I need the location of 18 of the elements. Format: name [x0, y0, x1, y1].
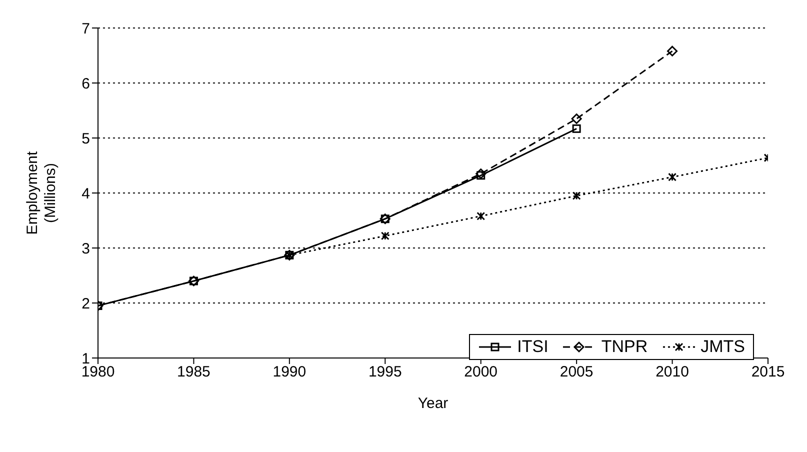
x-tick-label: 2005 [560, 364, 594, 381]
y-tick-label: 3 [82, 240, 90, 258]
x-axis-title: Year [418, 395, 448, 412]
x-tick-label: 2015 [751, 364, 785, 381]
y-axis-title: Employment (Millions) [24, 150, 59, 235]
x-tick-label: 2010 [656, 364, 689, 381]
y-tick-label: 4 [82, 185, 90, 202]
x-tick-label: 2000 [464, 364, 498, 381]
y-tick-label: 7 [82, 20, 90, 38]
y-tick-label: 2 [82, 295, 90, 312]
legend-label: TNPR [601, 337, 648, 357]
x-tick-label: 1995 [368, 364, 402, 381]
y-tick-label: 5 [82, 130, 90, 148]
y-tick-label: 6 [82, 75, 90, 92]
legend-label: ITSI [517, 337, 548, 357]
x-tick-label: 1990 [272, 364, 306, 381]
x-tick-label: 1985 [177, 364, 210, 381]
legend-label: JMTS [700, 337, 745, 357]
